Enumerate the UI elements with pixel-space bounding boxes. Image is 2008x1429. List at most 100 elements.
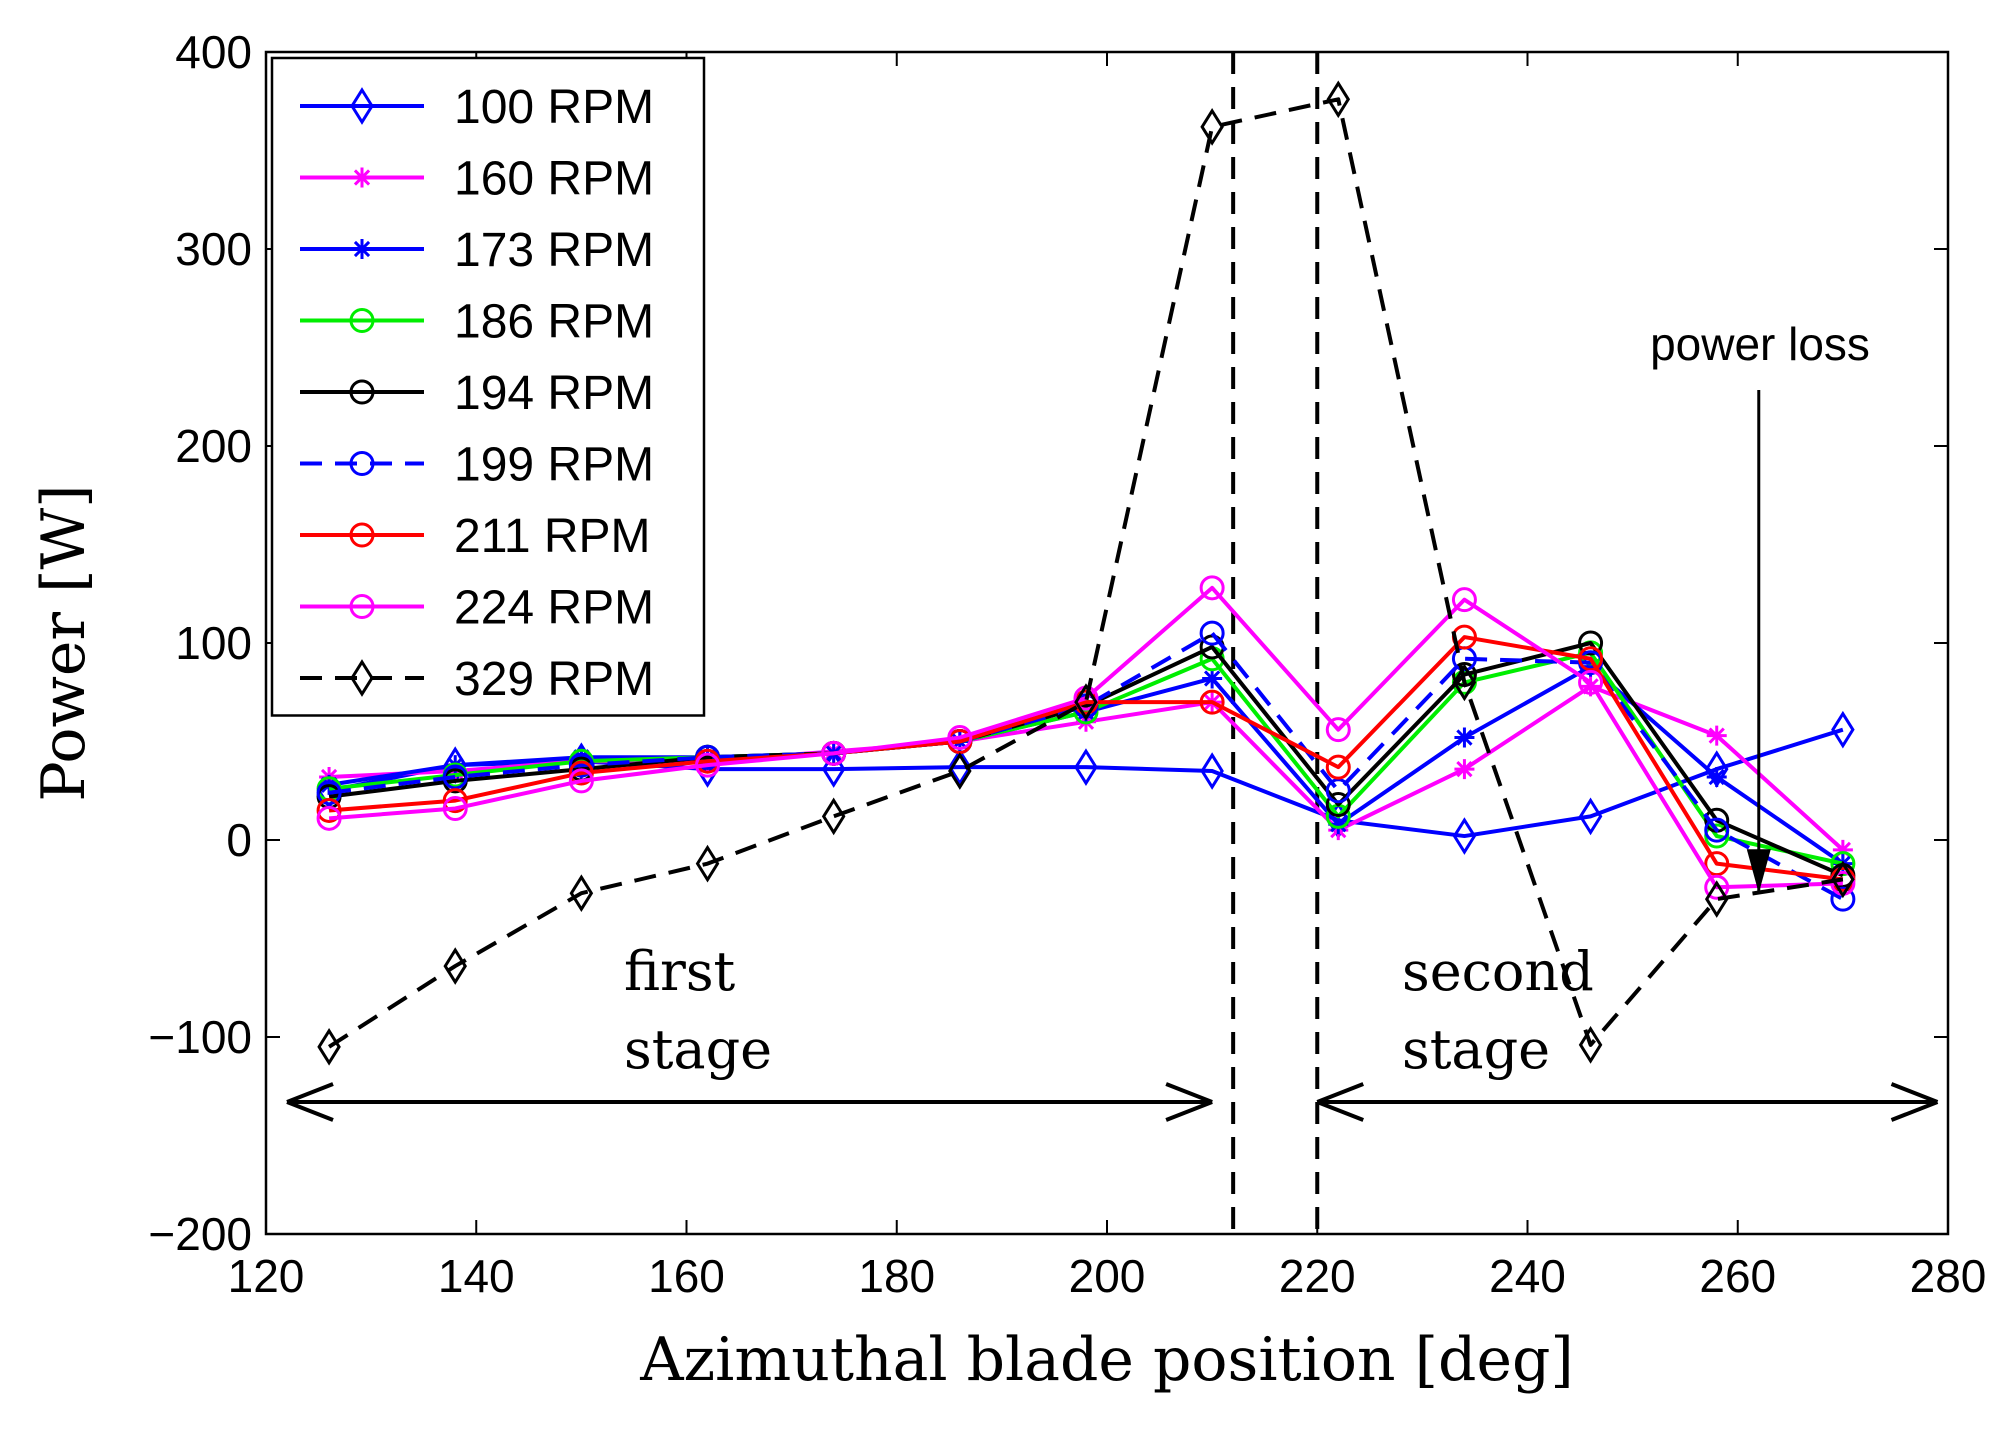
- legend-swatch-marker: [349, 308, 375, 333]
- data-point: [1451, 587, 1477, 613]
- x-axis-label: Azimuthal blade position [deg]: [639, 1325, 1574, 1395]
- data-point: [316, 805, 342, 831]
- data-point: [1328, 814, 1349, 835]
- x-tick-label: 220: [1279, 1250, 1356, 1302]
- data-point: [442, 795, 468, 821]
- data-point: [1831, 710, 1855, 749]
- legend-entry-label: 194 RPM: [454, 367, 654, 420]
- y-tick-label: 400: [175, 26, 252, 78]
- legend-entry-label: 329 RPM: [454, 653, 654, 706]
- legend-swatch-marker: [349, 379, 375, 405]
- legend-entry-label: 224 RPM: [454, 582, 654, 635]
- data-point: [948, 752, 972, 790]
- data-point: [1325, 778, 1351, 804]
- series-line-199-rpm: [328, 631, 1844, 901]
- data-point: [316, 797, 342, 823]
- data-point: [1704, 874, 1730, 900]
- data-point: [947, 725, 973, 751]
- y-tick-label: 0: [226, 814, 252, 866]
- data-point: [568, 752, 594, 778]
- data-point: [1831, 860, 1855, 899]
- data-point: [821, 797, 846, 836]
- legend-swatch-marker: [349, 451, 375, 476]
- data-point: [1325, 792, 1351, 818]
- first-stage-arrow-head-left: [286, 1082, 334, 1122]
- data-point: [442, 764, 468, 790]
- data-point: [1325, 717, 1351, 743]
- y-tick-label: −200: [148, 1208, 252, 1260]
- data-point: [442, 788, 468, 814]
- legend-entry-label: 160 RPM: [454, 153, 654, 206]
- data-point: [1832, 839, 1853, 860]
- data-point: [569, 874, 594, 913]
- legend-swatch-marker: [349, 522, 375, 548]
- power-loss-arrow-head: [1746, 849, 1771, 894]
- x-tick-label: 200: [1069, 1250, 1146, 1302]
- x-tick-label: 120: [228, 1250, 305, 1302]
- x-tick-label: 180: [858, 1250, 935, 1302]
- data-point: [1452, 663, 1477, 702]
- x-tick-label: 280: [1910, 1250, 1987, 1302]
- y-tick-label: −100: [148, 1011, 252, 1063]
- data-point: [1578, 797, 1603, 836]
- y-tick-label: 300: [175, 223, 252, 275]
- series-line-329-rpm: [327, 97, 1844, 1049]
- second-stage-label: second: [1402, 940, 1594, 1003]
- data-point: [317, 1028, 341, 1066]
- y-tick-label: 200: [175, 420, 252, 472]
- legend-swatch-marker: [349, 594, 375, 619]
- data-point: [1325, 754, 1351, 780]
- data-point: [1074, 683, 1098, 721]
- data-point: [1830, 886, 1856, 912]
- data-point: [821, 740, 847, 766]
- data-point: [1706, 766, 1727, 787]
- x-tick-label: 140: [438, 1250, 515, 1302]
- data-point: [1452, 817, 1477, 855]
- legend-entry-label: 199 RPM: [454, 439, 654, 492]
- data-point: [1199, 620, 1225, 646]
- data-point: [316, 780, 342, 806]
- data-layer: [316, 52, 1856, 1234]
- x-tick-label: 240: [1489, 1250, 1566, 1302]
- y-axis-label: Power [W]: [29, 484, 99, 801]
- data-point: [1200, 752, 1224, 790]
- legend-swatch-marker: [350, 659, 374, 697]
- data-point: [568, 760, 594, 786]
- x-tick-label: 160: [648, 1250, 725, 1302]
- legend-swatch-marker: [352, 167, 372, 188]
- data-point: [1578, 646, 1604, 672]
- data-point: [1200, 108, 1224, 146]
- data-point: [1704, 851, 1730, 877]
- data-point: [1578, 669, 1604, 695]
- second-stage-arrow-head-right: [1890, 1082, 1939, 1122]
- data-point: [695, 752, 721, 778]
- legend-entry-label: 100 RPM: [454, 81, 654, 134]
- data-point: [1326, 80, 1351, 119]
- second-stage-arrow-head-left: [1316, 1082, 1364, 1122]
- first-stage-arrow-head-right: [1165, 1082, 1213, 1122]
- data-point: [1454, 727, 1475, 748]
- data-point: [1706, 725, 1727, 746]
- data-point: [568, 768, 594, 794]
- x-tick-label: 260: [1699, 1250, 1776, 1302]
- data-point: [1580, 676, 1601, 697]
- data-point: [1199, 689, 1225, 715]
- legend-entry-label: 186 RPM: [454, 296, 654, 349]
- second-stage-label: stage: [1402, 1018, 1550, 1081]
- data-point: [1580, 656, 1601, 677]
- legend-entry-label: 173 RPM: [454, 224, 654, 277]
- data-point: [948, 748, 972, 786]
- first-stage-label: first: [624, 940, 736, 1003]
- data-point: [443, 947, 467, 985]
- data-point: [1578, 630, 1604, 656]
- data-point: [1704, 817, 1730, 843]
- legend-swatch-marker: [350, 87, 374, 125]
- data-point: [1074, 748, 1098, 786]
- y-tick-label: 100: [175, 617, 252, 669]
- annotation-layer: first stage second stage power loss: [286, 318, 1939, 1122]
- data-point: [1199, 575, 1225, 601]
- legend-swatch-marker: [352, 239, 372, 259]
- data-point: [695, 844, 720, 883]
- data-point: [1454, 759, 1475, 780]
